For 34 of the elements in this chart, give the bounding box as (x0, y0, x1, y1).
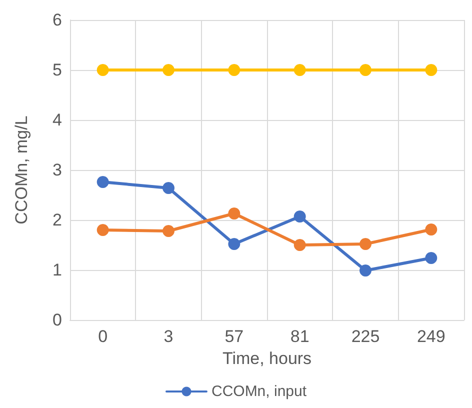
x-tick-label: 57 (224, 327, 244, 346)
point (425, 252, 438, 264)
point (425, 224, 438, 236)
point (162, 182, 174, 194)
point (294, 239, 306, 251)
point (228, 64, 240, 76)
x-tick-label: 225 (351, 327, 380, 346)
y-tick-label: 6 (52, 10, 62, 30)
point (294, 210, 306, 222)
x-tick-label: 0 (98, 327, 108, 346)
point (294, 64, 306, 76)
y-tick-label: 4 (52, 110, 62, 130)
point (96, 64, 109, 76)
point (96, 176, 109, 188)
y-axis-title: CCOMn, mg/L (12, 116, 31, 224)
y-tick-label: 2 (52, 210, 62, 230)
y-tick-label: 3 (52, 160, 62, 180)
point (360, 238, 372, 250)
point (162, 64, 174, 76)
x-tick-label: 249 (416, 327, 446, 346)
legend-label: CCOMn, input (211, 383, 308, 400)
point (228, 208, 240, 220)
y-tick-label: 1 (52, 260, 62, 280)
point (360, 64, 372, 76)
x-tick-label: 81 (290, 327, 310, 346)
point (162, 225, 174, 237)
y-tick-label: 5 (52, 60, 62, 80)
x-axis-title: Time, hours (222, 349, 312, 368)
y-tick-label: 0 (52, 310, 62, 330)
point (228, 238, 240, 250)
x-tick-label: 3 (164, 327, 174, 346)
point (425, 64, 438, 76)
point (96, 224, 109, 236)
point (360, 264, 372, 276)
